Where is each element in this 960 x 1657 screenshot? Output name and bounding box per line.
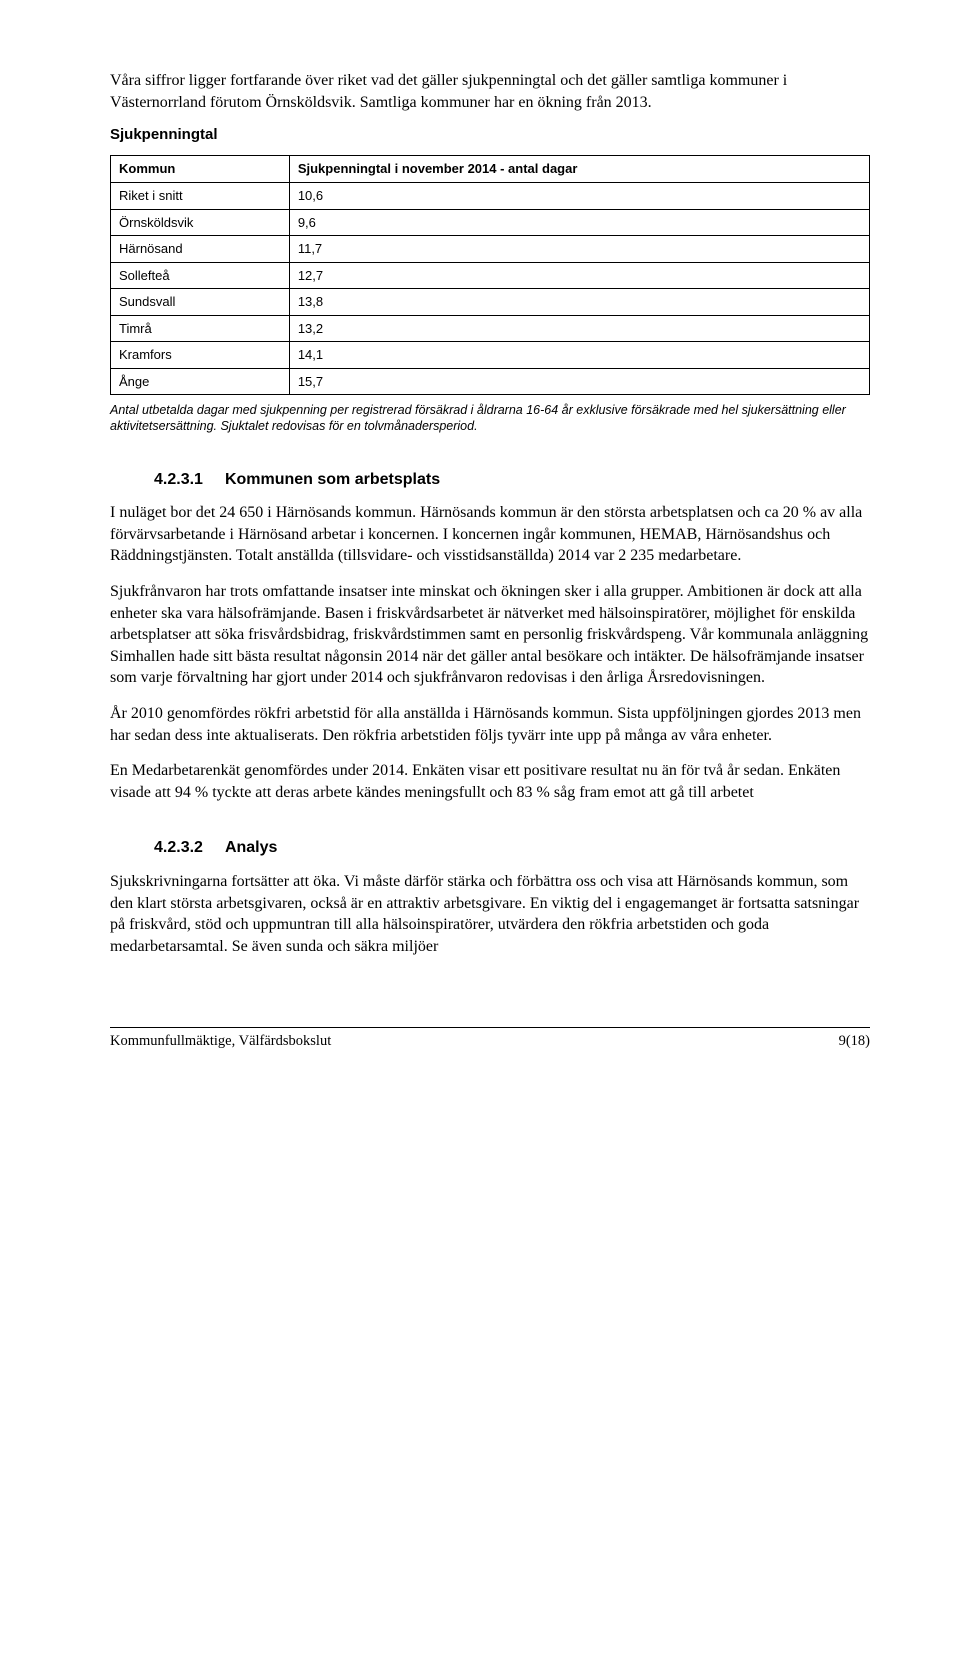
table-row: Ånge15,7	[111, 368, 870, 395]
table-row: Kramfors14,1	[111, 342, 870, 369]
cell-value: 13,2	[289, 315, 869, 342]
cell-kommun: Sundsvall	[111, 289, 290, 316]
heading-number: 4.2.3.1	[154, 471, 203, 488]
table-title: Sjukpenningtal	[110, 125, 870, 145]
table-row: Sollefteå12,7	[111, 262, 870, 289]
cell-value: 14,1	[289, 342, 869, 369]
footer-right: 9(18)	[839, 1032, 870, 1052]
cell-kommun: Örnsköldsvik	[111, 209, 290, 236]
body-paragraph: Sjukskrivningarna fortsätter att öka. Vi…	[110, 871, 870, 957]
cell-value: 12,7	[289, 262, 869, 289]
cell-kommun: Riket i snitt	[111, 182, 290, 209]
table-row: Örnsköldsvik9,6	[111, 209, 870, 236]
heading-4-2-3-2: 4.2.3.2 Analys	[154, 837, 870, 859]
page-footer: Kommunfullmäktige, Välfärdsbokslut 9(18)	[110, 1027, 870, 1052]
table-row: Timrå13,2	[111, 315, 870, 342]
cell-kommun: Ånge	[111, 368, 290, 395]
cell-kommun: Kramfors	[111, 342, 290, 369]
body-paragraph: År 2010 genomfördes rökfri arbetstid för…	[110, 703, 870, 746]
col-header-value: Sjukpenningtal i november 2014 - antal d…	[289, 156, 869, 183]
cell-value: 15,7	[289, 368, 869, 395]
intro-paragraph: Våra siffror ligger fortfarande över rik…	[110, 70, 870, 113]
heading-4-2-3-1: 4.2.3.1 Kommunen som arbetsplats	[154, 469, 870, 491]
heading-text: Kommunen som arbetsplats	[225, 471, 440, 488]
cell-kommun: Härnösand	[111, 236, 290, 263]
body-paragraph: Sjukfrånvaron har trots omfattande insat…	[110, 581, 870, 689]
heading-number: 4.2.3.2	[154, 839, 203, 856]
cell-value: 10,6	[289, 182, 869, 209]
footer-left: Kommunfullmäktige, Välfärdsbokslut	[110, 1032, 331, 1052]
body-paragraph: I nuläget bor det 24 650 i Härnösands ko…	[110, 502, 870, 567]
cell-value: 11,7	[289, 236, 869, 263]
cell-kommun: Sollefteå	[111, 262, 290, 289]
cell-value: 9,6	[289, 209, 869, 236]
cell-value: 13,8	[289, 289, 869, 316]
sjukpenningtal-table: Kommun Sjukpenningtal i november 2014 - …	[110, 155, 870, 395]
table-row: Härnösand11,7	[111, 236, 870, 263]
col-header-kommun: Kommun	[111, 156, 290, 183]
table-caption: Antal utbetalda dagar med sjukpenning pe…	[110, 403, 870, 434]
table-row: Riket i snitt10,6	[111, 182, 870, 209]
cell-kommun: Timrå	[111, 315, 290, 342]
table-row: Sundsvall13,8	[111, 289, 870, 316]
heading-text: Analys	[225, 839, 277, 856]
body-paragraph: En Medarbetarenkät genomfördes under 201…	[110, 760, 870, 803]
